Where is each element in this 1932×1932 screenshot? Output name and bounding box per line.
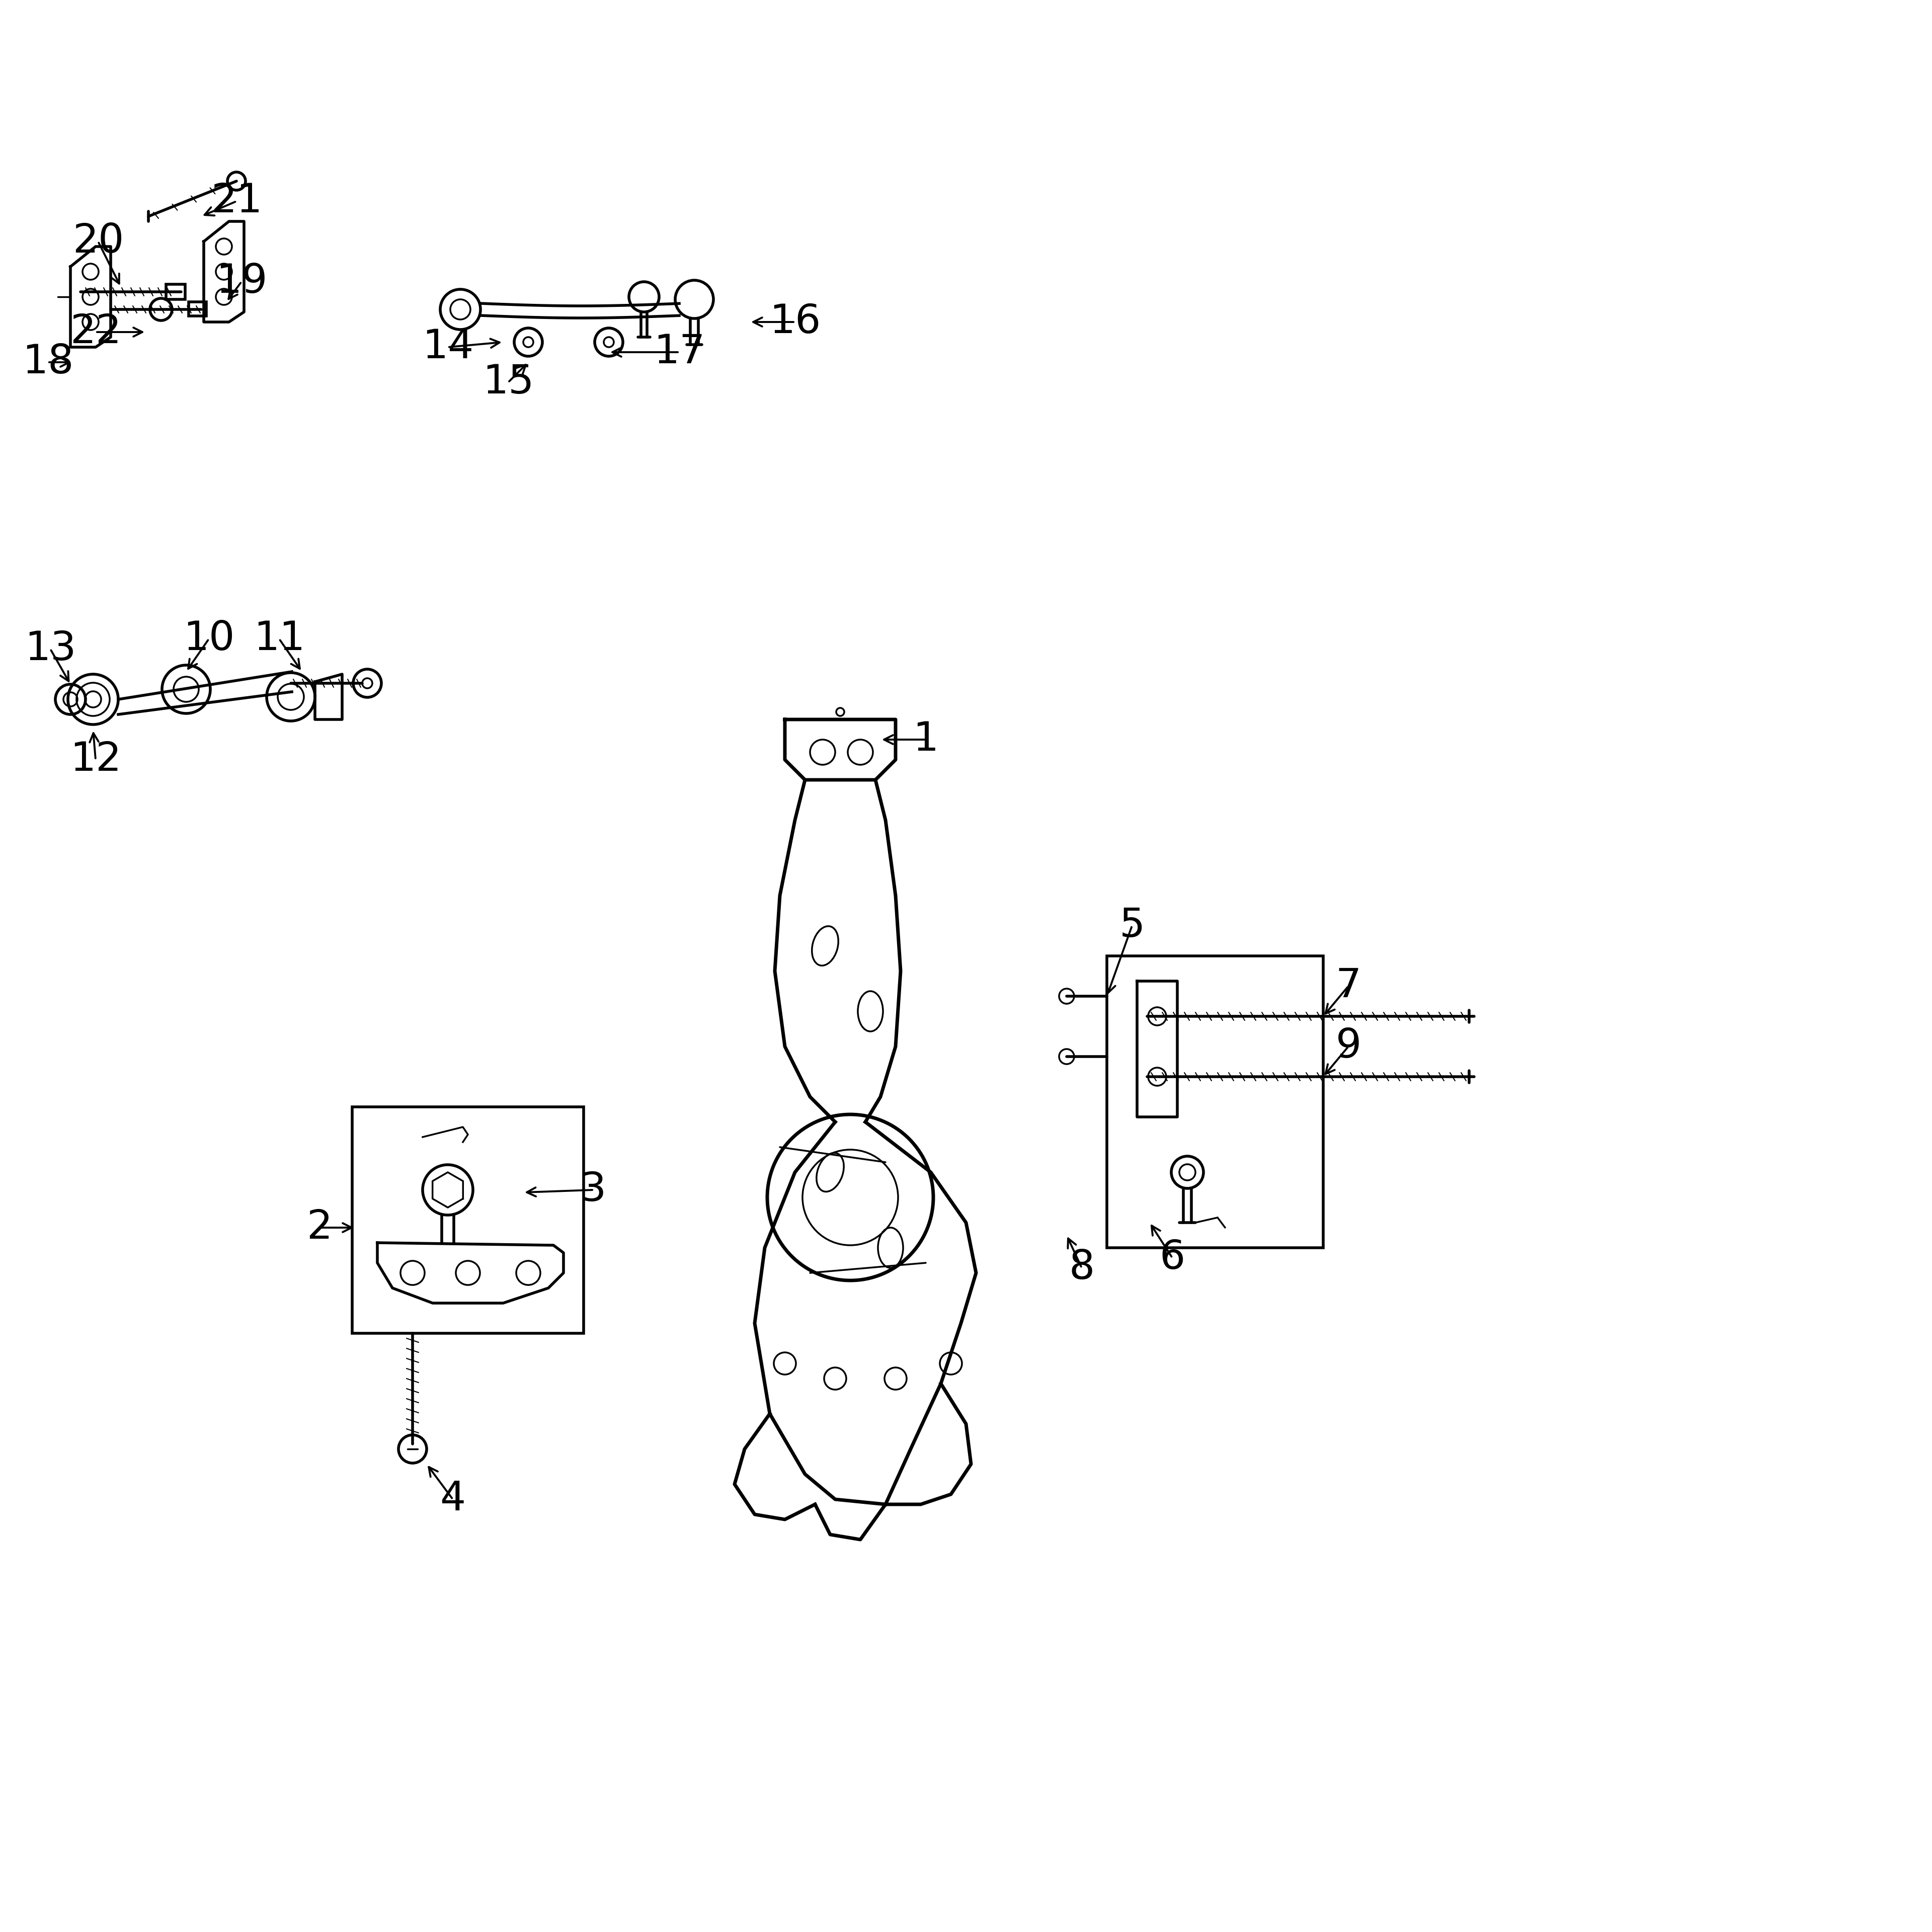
Text: 8: 8 <box>1068 1248 1095 1287</box>
Text: 1: 1 <box>914 721 939 759</box>
Text: 12: 12 <box>70 740 122 779</box>
Text: 9: 9 <box>1335 1028 1362 1066</box>
Text: 2: 2 <box>307 1208 332 1248</box>
Text: 6: 6 <box>1159 1238 1184 1277</box>
Text: 3: 3 <box>582 1171 607 1209</box>
Text: 21: 21 <box>211 182 263 220</box>
Text: 7: 7 <box>1335 966 1362 1007</box>
Bar <box>352 1107 583 1333</box>
Text: 10: 10 <box>184 620 234 659</box>
Text: 19: 19 <box>216 263 267 301</box>
Text: 13: 13 <box>25 630 75 668</box>
Text: 18: 18 <box>21 342 73 383</box>
Text: 22: 22 <box>70 313 122 352</box>
Text: 16: 16 <box>769 303 821 342</box>
Text: 11: 11 <box>253 620 305 659</box>
Text: 20: 20 <box>71 222 124 261</box>
Text: 15: 15 <box>483 363 533 402</box>
Text: 17: 17 <box>653 332 705 371</box>
Text: 14: 14 <box>421 328 473 367</box>
Text: 4: 4 <box>440 1480 466 1519</box>
Bar <box>1107 956 1323 1248</box>
Text: 5: 5 <box>1119 906 1146 945</box>
